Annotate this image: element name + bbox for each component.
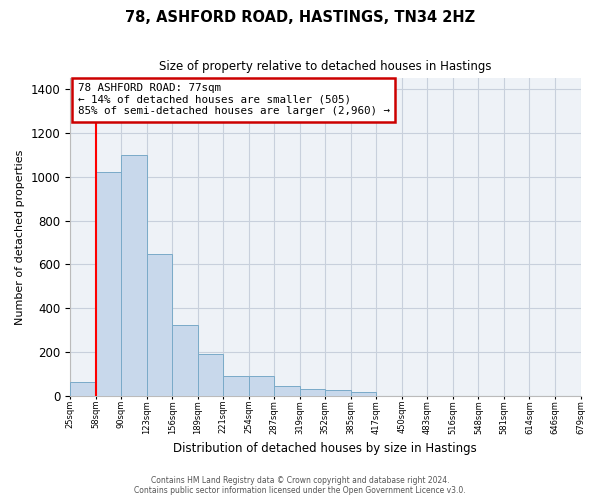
Text: 78, ASHFORD ROAD, HASTINGS, TN34 2HZ: 78, ASHFORD ROAD, HASTINGS, TN34 2HZ <box>125 10 475 25</box>
X-axis label: Distribution of detached houses by size in Hastings: Distribution of detached houses by size … <box>173 442 477 455</box>
Bar <box>325 390 351 396</box>
Bar <box>121 155 146 396</box>
Bar <box>172 325 197 396</box>
Bar <box>274 386 300 396</box>
Bar <box>248 376 274 396</box>
Text: 78 ASHFORD ROAD: 77sqm
← 14% of detached houses are smaller (505)
85% of semi-de: 78 ASHFORD ROAD: 77sqm ← 14% of detached… <box>77 83 389 116</box>
Text: Contains HM Land Registry data © Crown copyright and database right 2024.
Contai: Contains HM Land Registry data © Crown c… <box>134 476 466 495</box>
Title: Size of property relative to detached houses in Hastings: Size of property relative to detached ho… <box>159 60 491 73</box>
Bar <box>95 172 121 396</box>
Y-axis label: Number of detached properties: Number of detached properties <box>15 150 25 324</box>
Bar <box>146 254 172 396</box>
Bar <box>197 354 223 396</box>
Bar <box>351 392 376 396</box>
Bar <box>223 376 248 396</box>
Bar <box>300 389 325 396</box>
Bar <box>70 382 95 396</box>
